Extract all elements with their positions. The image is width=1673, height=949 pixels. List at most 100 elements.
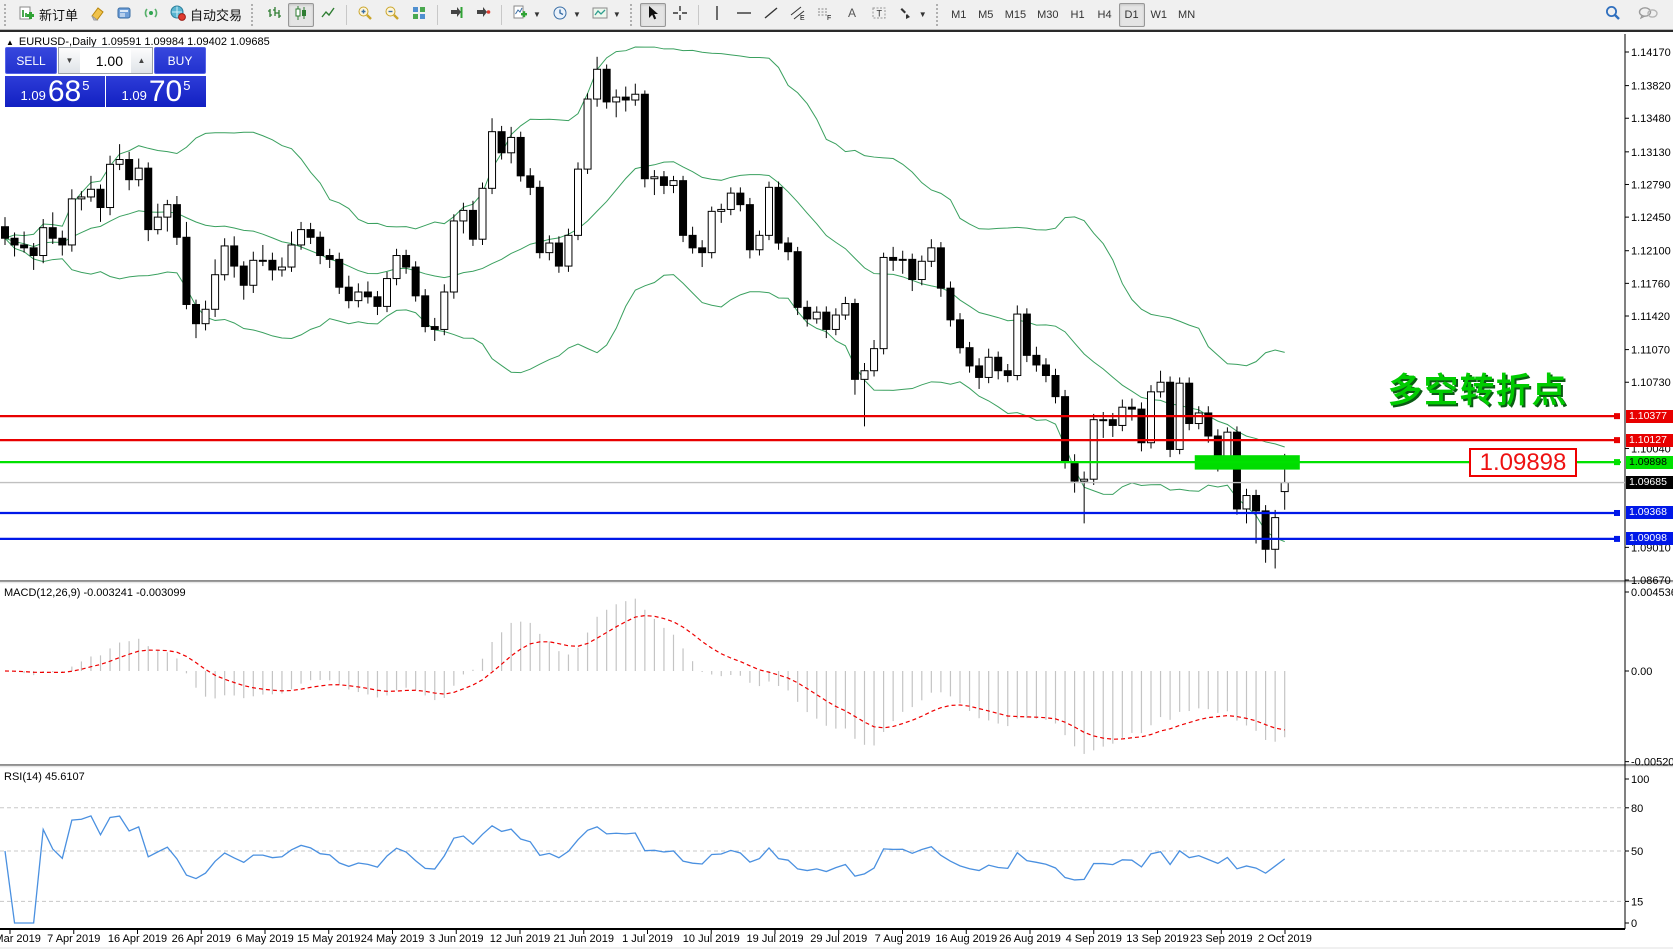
candle-body xyxy=(898,258,907,261)
candle-body xyxy=(201,308,210,325)
timeframe-h4-button[interactable]: H4 xyxy=(1092,3,1118,27)
cursor-button[interactable] xyxy=(639,2,666,27)
candle-body xyxy=(268,259,277,271)
cursor-icon xyxy=(645,5,661,24)
timeframe-m5-button[interactable]: M5 xyxy=(973,3,999,27)
line-studies-toolbar-group: E F A T ▼ xyxy=(639,2,932,27)
candle-body xyxy=(316,236,325,257)
candle-body xyxy=(803,306,812,320)
sell-button[interactable]: SELL xyxy=(5,47,57,74)
timeframe-w1-button[interactable]: W1 xyxy=(1146,3,1173,27)
candle-body xyxy=(58,237,67,246)
candle-body xyxy=(879,256,888,350)
horizontal-line-icon xyxy=(736,5,752,24)
candle-body xyxy=(230,245,239,267)
candle-body xyxy=(1280,482,1289,493)
timeframe-m30-button[interactable]: M30 xyxy=(1032,3,1063,27)
bar-chart-button[interactable] xyxy=(261,3,287,27)
buy-price-small: 1.09 xyxy=(121,88,147,103)
tile-windows-button[interactable] xyxy=(406,3,432,27)
date-axis-label: 7 Apr 2019 xyxy=(47,933,101,945)
candle-body xyxy=(612,96,621,103)
candle-body xyxy=(736,192,745,206)
candle-body xyxy=(1271,517,1280,550)
price-callout-box[interactable]: 1.09898 xyxy=(1469,448,1577,477)
vertical-line-button[interactable] xyxy=(704,3,730,27)
collapse-symbol-icon[interactable]: ▲ xyxy=(6,37,14,47)
candle-body xyxy=(688,234,697,249)
candle-body xyxy=(239,265,248,286)
trendline-button[interactable] xyxy=(758,3,784,27)
date-axis-label: 24 May 2019 xyxy=(360,933,425,945)
candle-body xyxy=(936,247,945,289)
tile-windows-icon xyxy=(411,5,427,24)
line-anchor-marker xyxy=(1614,509,1620,516)
search-button[interactable] xyxy=(1599,3,1627,27)
candle-body xyxy=(755,234,764,251)
zoom-out-icon xyxy=(384,5,400,24)
line-chart-button[interactable] xyxy=(315,3,341,27)
timeframe-m1-button[interactable]: M1 xyxy=(946,3,972,27)
candle-body xyxy=(841,303,850,316)
volume-value[interactable]: 1.00 xyxy=(95,52,123,69)
horizontal-line-button[interactable] xyxy=(731,3,757,27)
signals-button[interactable] xyxy=(138,3,164,27)
templates-dropdown-button[interactable]: ▼ xyxy=(587,3,626,27)
candle-body xyxy=(574,168,582,236)
crosshair-button[interactable] xyxy=(667,3,693,27)
candle-body xyxy=(392,255,401,280)
volume-decrease-button[interactable]: ▼ xyxy=(59,48,80,73)
candle-body xyxy=(192,303,200,325)
periods-dropdown-button[interactable]: ▼ xyxy=(547,3,586,27)
line-chart-icon xyxy=(320,5,336,24)
candle-body xyxy=(86,188,95,198)
candle-body xyxy=(488,131,497,189)
candle-body xyxy=(1156,381,1165,393)
zoom-out-button[interactable] xyxy=(379,3,405,27)
timeframe-h1-button[interactable]: H1 xyxy=(1065,3,1091,27)
timeframe-d1-button[interactable]: D1 xyxy=(1118,2,1145,27)
indicators-dropdown-button[interactable]: ▼ xyxy=(507,3,546,27)
buy-price-display[interactable]: 1.09 70 5 xyxy=(106,74,206,107)
new-order-button[interactable]: 新订单 xyxy=(14,3,83,27)
chart-shift-button[interactable] xyxy=(470,3,496,27)
dropdown-caret-icon: ▼ xyxy=(918,10,927,19)
text-label-button[interactable]: T xyxy=(866,3,892,27)
buy-button[interactable]: BUY xyxy=(154,47,206,74)
metaeditor-button[interactable] xyxy=(84,3,110,27)
equidistant-channel-button[interactable]: E xyxy=(785,3,811,27)
market-window-icon xyxy=(116,5,132,24)
community-button[interactable] xyxy=(1633,3,1663,27)
candle-body xyxy=(383,278,391,307)
volume-increase-button[interactable]: ▲ xyxy=(131,48,152,73)
candle-body xyxy=(812,311,821,320)
candle-body xyxy=(1204,412,1213,437)
chart-canvas[interactable]: 1.14170 1.13820 1.13480 1.13130 1.12790 1.124… xyxy=(0,32,1673,949)
candle-body xyxy=(564,234,573,267)
candle-body xyxy=(20,244,29,249)
arrows-dropdown-button[interactable]: ▼ xyxy=(893,3,932,27)
sell-price-display[interactable]: 1.09 68 5 xyxy=(5,74,105,107)
candle-body xyxy=(172,204,181,238)
chart-annotation-text[interactable]: 多空转折点 xyxy=(1388,372,1568,410)
price-axis-label: 1.11070 xyxy=(1631,345,1670,357)
vertical-line-icon xyxy=(709,5,725,24)
timeframe-mn-button[interactable]: MN xyxy=(1173,3,1200,27)
fibonacci-button[interactable]: F xyxy=(812,3,838,27)
autotrade-button[interactable]: 自动交易 xyxy=(165,3,247,27)
market-window-button[interactable] xyxy=(111,3,137,27)
timeframe-m15-button[interactable]: M15 xyxy=(1000,3,1031,27)
auto-scroll-button[interactable] xyxy=(443,3,469,27)
candle-body xyxy=(144,167,153,231)
candle-body xyxy=(956,319,964,349)
candlestick-chart-button[interactable] xyxy=(288,2,315,27)
chart-window: 1.14170 1.13820 1.13480 1.13130 1.12790 1.124… xyxy=(0,30,1673,947)
chart-shift-icon xyxy=(475,5,491,24)
price-line-tag: 1.09898 xyxy=(1626,455,1673,469)
macd-signal-line xyxy=(4,615,1285,740)
text-button[interactable]: A xyxy=(839,3,865,27)
zoom-in-button[interactable] xyxy=(352,3,378,27)
candle-body xyxy=(516,136,525,177)
arrows-icon xyxy=(898,5,914,24)
candle-body xyxy=(287,244,296,268)
